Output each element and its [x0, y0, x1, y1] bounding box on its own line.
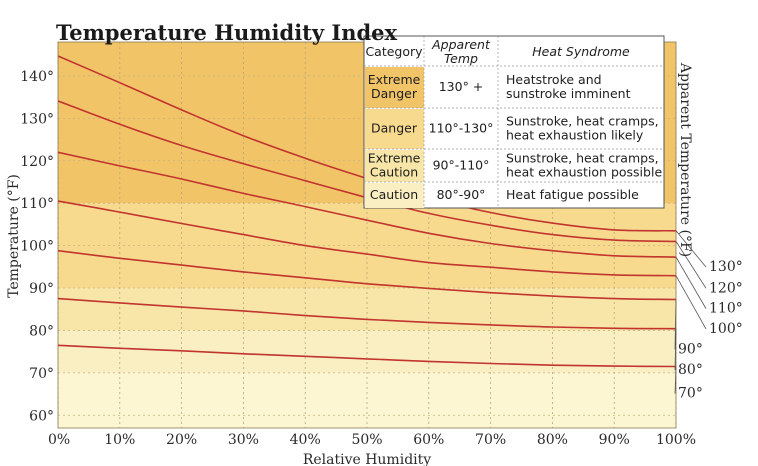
- legend-syndrome-0-0: Heatstroke and: [506, 72, 602, 87]
- curve-label-2: 110°: [709, 301, 743, 317]
- curve-label-5: 80°: [678, 362, 703, 378]
- x-tick-label-3: 30%: [228, 432, 259, 448]
- curve-90: [58, 249, 676, 301]
- curve-130: [58, 55, 676, 232]
- legend-syndrome-1-0: Sunstroke, heat cramps,: [506, 114, 659, 129]
- curve-leader-4: [674, 299, 677, 350]
- curve-label-0: 130°: [709, 259, 743, 275]
- curve-80: [58, 297, 676, 330]
- x-tick-label-4: 40%: [290, 432, 321, 448]
- curve-leader-2: [675, 256, 707, 309]
- legend-swatch-1: [365, 109, 424, 149]
- x-tick-label-9: 90%: [599, 432, 630, 448]
- legend-category-2-0: Extreme: [368, 151, 421, 166]
- legend-temp-0: 130° +: [439, 79, 484, 94]
- legend-syndrome-0-1: sunstroke imminent: [506, 86, 631, 101]
- legend-temp-2: 90°-110°: [433, 158, 490, 173]
- legend-swatch-2: [365, 150, 424, 182]
- curve-label-6: 70°: [678, 385, 703, 401]
- band-2: [58, 288, 676, 331]
- curve-leader-0: [675, 230, 707, 268]
- legend-category-0-1: Danger: [371, 86, 418, 101]
- curve-120: [58, 100, 676, 243]
- curve-100: [58, 200, 676, 277]
- curve-leader-5: [674, 328, 677, 371]
- curve-leader-6: [674, 366, 677, 394]
- x-tick-label-7: 70%: [475, 432, 506, 448]
- chart-title: Temperature Humidity Index: [56, 20, 398, 45]
- legend-syndrome-1-1: heat exhaustion likely: [506, 128, 644, 143]
- legend-header-category: Category: [365, 44, 423, 59]
- y-tick-label-5: 110°: [20, 196, 54, 212]
- x-axis-title: Relative Humidity: [303, 452, 431, 466]
- legend-category-2-1: Caution: [370, 165, 418, 180]
- band-1: [58, 330, 676, 373]
- y-tick-label-7: 130°: [20, 111, 54, 127]
- x-tick-label-5: 50%: [351, 432, 382, 448]
- x-tick-label-10: 100%: [656, 432, 696, 448]
- legend-syndrome-3-0: Heat fatigue possible: [506, 187, 639, 202]
- curve-leader-3: [675, 275, 707, 330]
- curve-label-3: 100°: [709, 321, 743, 337]
- legend-header-temp-line1: Apparent: [431, 37, 491, 52]
- y-tick-label-3: 90°: [29, 281, 54, 297]
- legend-temp-3: 80°-90°: [437, 187, 486, 202]
- curve-label-1: 120°: [709, 280, 743, 296]
- legend-syndrome-2-1: heat exhaustion possible: [506, 165, 662, 180]
- y-tick-label-6: 120°: [20, 154, 54, 170]
- curve-leader-1: [675, 241, 707, 289]
- y-tick-label-4: 100°: [20, 239, 54, 255]
- band-0: [58, 372, 676, 428]
- x-tick-label-2: 20%: [166, 432, 197, 448]
- y-tick-label-1: 70°: [29, 366, 54, 382]
- legend-header-temp-line2: Temp: [444, 51, 478, 66]
- legend-temp-1: 110°-130°: [429, 121, 494, 136]
- curve-label-4: 90°: [678, 341, 703, 357]
- curve-110: [58, 151, 676, 258]
- x-tick-label-8: 80%: [537, 432, 568, 448]
- legend-category-1-0: Danger: [371, 121, 418, 136]
- x-tick-label-6: 60%: [413, 432, 444, 448]
- legend-category-3-0: Caution: [370, 187, 418, 202]
- y-axis-title: Temperature (°F): [6, 174, 22, 298]
- legend-swatch-0: [365, 67, 424, 108]
- curve-70: [58, 344, 676, 368]
- x-tick-label-1: 10%: [104, 432, 135, 448]
- legend-category-0-0: Extreme: [368, 72, 421, 87]
- legend-swatch-3: [365, 183, 424, 208]
- x-tick-label-0: 0%: [48, 432, 70, 448]
- legend-header-syndrome: Heat Syndrome: [532, 44, 630, 59]
- y-tick-label-2: 80°: [29, 323, 54, 339]
- y-tick-label-0: 60°: [29, 408, 54, 424]
- y-axis-right-title: Apparent Temperature (°F): [677, 62, 693, 257]
- legend-syndrome-2-0: Sunstroke, heat cramps,: [506, 151, 659, 166]
- y-tick-label-8: 140°: [20, 69, 54, 85]
